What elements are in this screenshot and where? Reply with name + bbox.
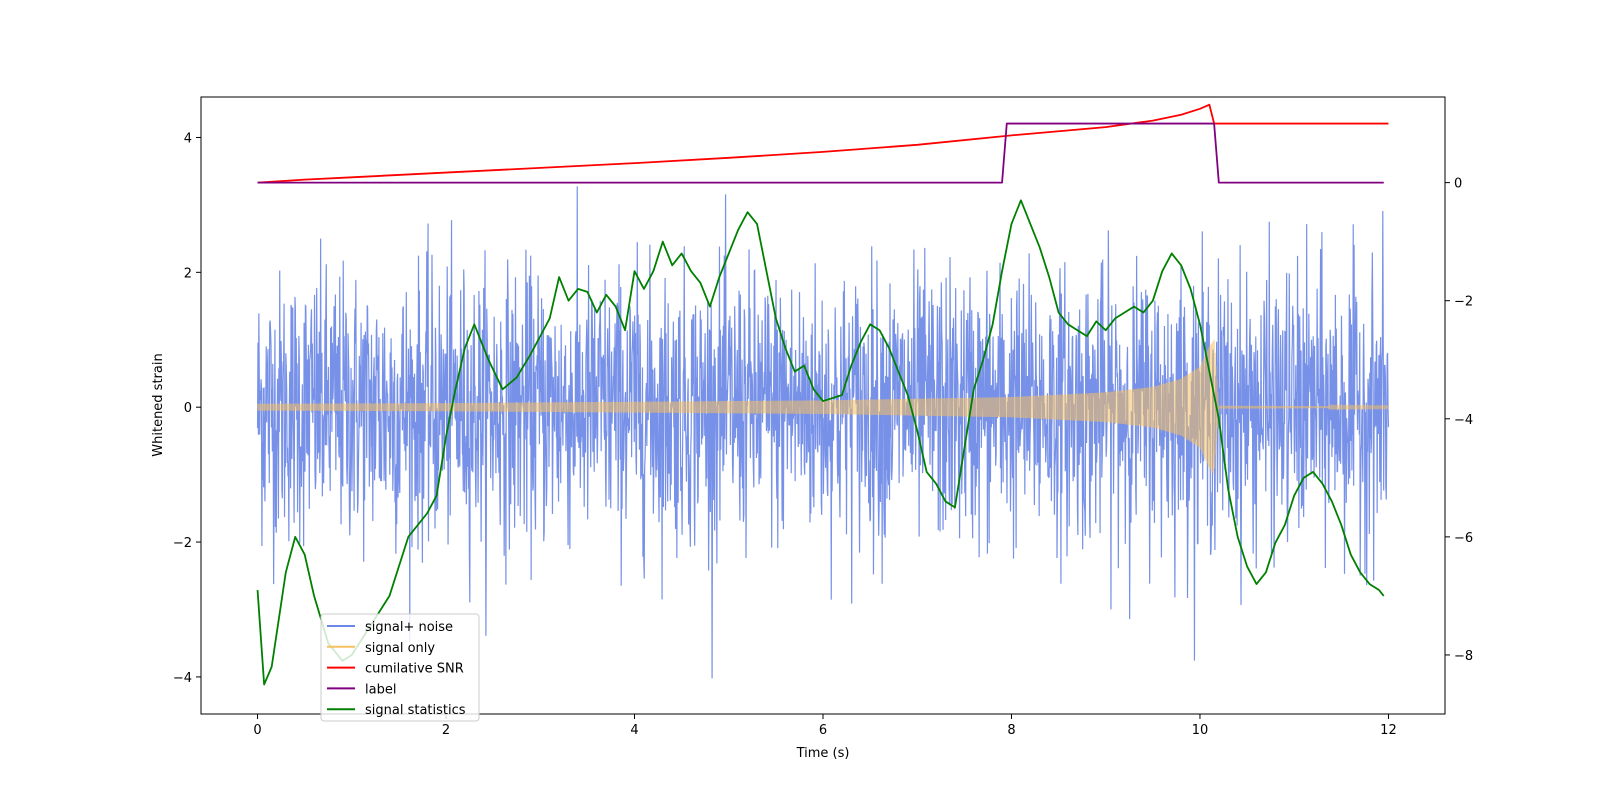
x-tick-label: 2 xyxy=(442,723,450,738)
x-tick-label: 4 xyxy=(630,723,638,738)
y2-tick-label: −4 xyxy=(1454,413,1473,428)
y-tick-label: 0 xyxy=(184,401,192,416)
x-axis: 0 2 4 6 8 10 12 xyxy=(253,714,1397,738)
legend-item-label: label xyxy=(365,682,396,697)
series-signal-statistics-line xyxy=(256,199,1385,686)
series-label-line xyxy=(257,122,1384,184)
x-tick-label: 0 xyxy=(253,723,261,738)
legend-item-label: signal+ noise xyxy=(365,620,453,635)
legend-item-label: signal only xyxy=(365,641,435,656)
legend-box xyxy=(320,613,480,722)
x-tick-label: 12 xyxy=(1380,723,1397,738)
y-tick-label: −4 xyxy=(173,671,192,686)
series-layer xyxy=(256,103,1390,686)
series-cumulative-snr-line xyxy=(257,103,1389,184)
x-axis-label: Time (s) xyxy=(796,746,850,761)
y-tick-label: 4 xyxy=(184,131,192,146)
legend-item-label: cumilative SNR xyxy=(365,662,464,677)
y2-tick-label: −6 xyxy=(1454,531,1473,546)
y-axis-right: −8 −6 −4 −2 0 xyxy=(1445,177,1473,664)
y2-tick-label: −8 xyxy=(1454,649,1473,664)
x-tick-label: 8 xyxy=(1007,723,1015,738)
y-axis-label: Whitened strain xyxy=(151,353,166,456)
y2-tick-label: 0 xyxy=(1454,177,1462,192)
legend: signal+ noise signal only cumilative SNR la… xyxy=(320,613,480,722)
y2-tick-label: −2 xyxy=(1454,295,1473,310)
legend-item-label: signal statistics xyxy=(365,703,466,718)
y-tick-label: 2 xyxy=(184,266,192,281)
x-tick-label: 10 xyxy=(1192,723,1209,738)
y-axis-left: −4 −2 0 2 4 xyxy=(173,131,201,686)
x-tick-label: 6 xyxy=(819,723,827,738)
y-tick-label: −2 xyxy=(173,536,192,551)
